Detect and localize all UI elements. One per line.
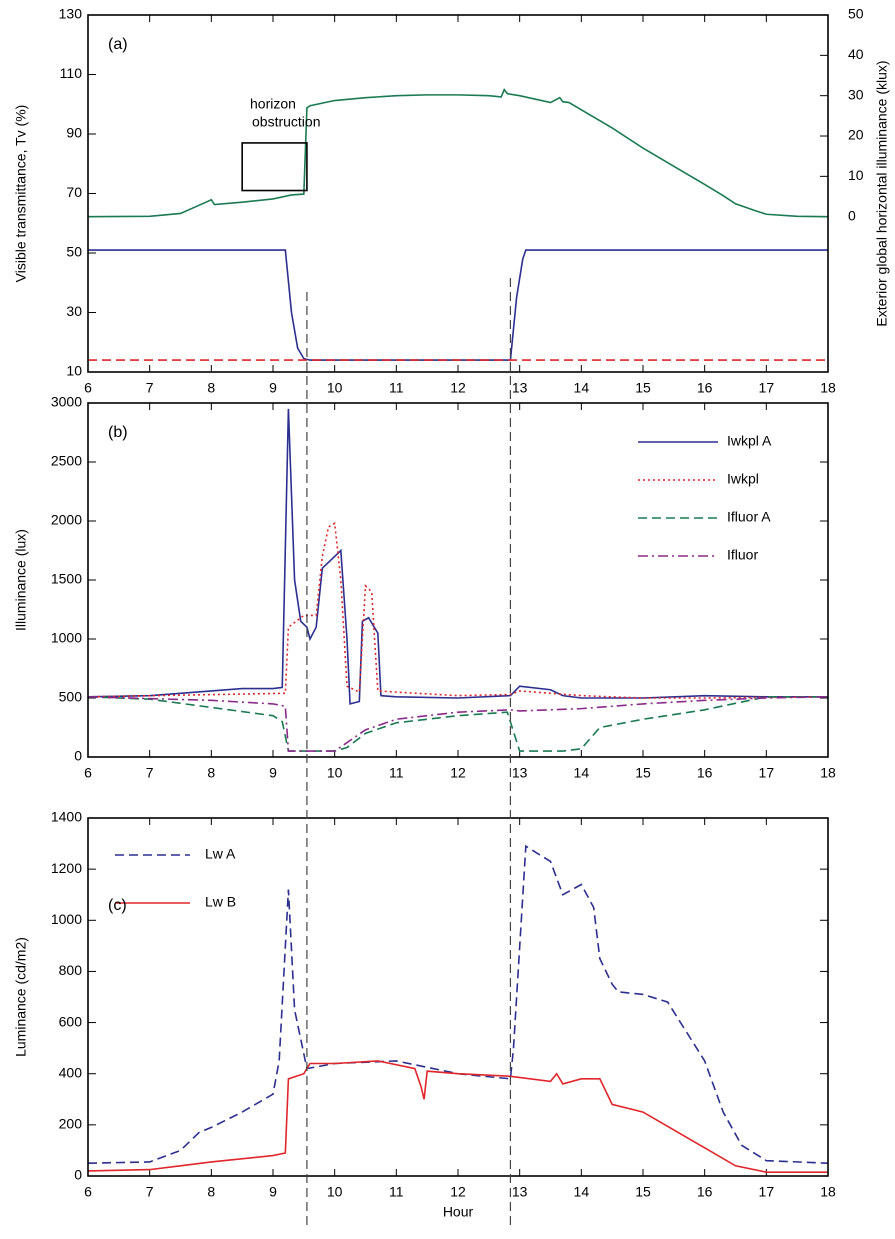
y-tick-label: 30	[66, 303, 82, 319]
x-tick-label: 7	[146, 765, 154, 781]
x-tick-label: 16	[697, 380, 713, 396]
y-tick-label: 1400	[51, 809, 82, 825]
y-tick-label: 50	[66, 244, 82, 260]
y-tick-label: 1000	[51, 911, 82, 927]
x-tick-label: 16	[697, 1184, 713, 1200]
panel-label: (a)	[108, 36, 128, 53]
x-tick-label: 10	[327, 380, 343, 396]
y-tick-label: 0	[74, 1167, 82, 1183]
x-tick-label: 13	[512, 765, 528, 781]
y2-tick-label: 50	[848, 6, 864, 22]
x-tick-label: 15	[635, 1184, 651, 1200]
y2-tick-label: 20	[848, 127, 864, 143]
y-tick-label: 90	[66, 125, 82, 141]
annotation-text: obstruction	[252, 114, 320, 130]
x-tick-label: 11	[389, 380, 404, 396]
x-tick-label: 9	[269, 765, 277, 781]
y-tick-label: 130	[59, 6, 83, 22]
y-tick-label: 1200	[51, 860, 82, 876]
legend-label: Lw A	[205, 846, 236, 862]
legend-label: Iwkpl A	[727, 433, 772, 449]
x-tick-label: 12	[450, 380, 466, 396]
data-line	[87, 696, 829, 752]
y-tick-label: 1000	[51, 630, 82, 646]
x-tick-label: 18	[820, 765, 836, 781]
x-tick-label: 6	[84, 1184, 92, 1200]
x-tick-label: 9	[269, 380, 277, 396]
y-tick-label: 400	[59, 1064, 83, 1080]
data-line	[87, 696, 828, 752]
x-tick-label: 8	[207, 1184, 215, 1200]
x-tick-label: 10	[327, 1184, 343, 1200]
y-tick-label: 600	[59, 1013, 83, 1029]
legend-label: Lw B	[205, 894, 236, 910]
y-tick-label: 0	[74, 748, 82, 764]
annotation-text: horizon	[250, 96, 296, 112]
y2-tick-label: 40	[848, 46, 864, 62]
panel-label: (b)	[108, 424, 128, 441]
legend-label: Iwkpl	[727, 471, 759, 487]
x-tick-label: 11	[389, 765, 404, 781]
x-tick-label: 17	[759, 380, 775, 396]
x-tick-label: 8	[207, 380, 215, 396]
y-tick-label: 500	[59, 689, 83, 705]
plot-frame	[87, 817, 829, 1177]
x-tick-label: 7	[146, 380, 154, 396]
x-tick-label: 14	[574, 765, 590, 781]
y-tick-label: 1500	[51, 571, 82, 587]
x-tick-label: 12	[450, 1184, 466, 1200]
y-axis-label: Illuminance (lux)	[13, 529, 29, 631]
y-tick-label: 2500	[51, 453, 82, 469]
y2-axis-label: Exterior global horizontal illuminance (…	[874, 60, 890, 326]
x-tick-label: 13	[512, 1184, 528, 1200]
y-tick-label: 10	[66, 363, 82, 379]
plot-frame	[87, 402, 829, 758]
y-tick-label: 3000	[51, 394, 82, 410]
data-line	[87, 844, 829, 1165]
x-tick-label: 18	[820, 1184, 836, 1200]
x-tick-label: 6	[84, 765, 92, 781]
y2-tick-label: 30	[848, 86, 864, 102]
annotation-box	[241, 142, 308, 192]
data-line	[87, 522, 829, 699]
y2-tick-label: 10	[848, 167, 864, 183]
x-tick-label: 15	[635, 765, 651, 781]
x-tick-label: 13	[512, 380, 528, 396]
y2-tick-label: 0	[848, 207, 856, 223]
x-tick-label: 14	[574, 380, 590, 396]
x-tick-label: 10	[327, 765, 343, 781]
y-tick-label: 70	[66, 184, 82, 200]
x-tick-label: 6	[84, 380, 92, 396]
panel-label: (c)	[108, 897, 127, 914]
x-tick-label: 17	[759, 1184, 775, 1200]
data-line	[88, 249, 828, 361]
legend-label: Ifluor	[727, 547, 758, 563]
x-tick-label: 15	[635, 380, 651, 396]
x-tick-label: 14	[574, 1184, 590, 1200]
plot-frame	[87, 14, 829, 373]
x-tick-label: 12	[450, 765, 466, 781]
x-tick-label: 17	[759, 765, 775, 781]
x-tick-label: 8	[207, 765, 215, 781]
data-line	[87, 1060, 828, 1173]
x-tick-label: 11	[389, 1184, 404, 1200]
y-tick-label: 200	[59, 1116, 83, 1132]
x-tick-label: 16	[697, 765, 713, 781]
x-axis-label: Hour	[443, 1204, 474, 1220]
legend-label: Ifluor A	[727, 509, 771, 525]
data-line	[87, 88, 829, 218]
x-tick-label: 7	[146, 1184, 154, 1200]
x-tick-label: 18	[820, 380, 836, 396]
x-tick-label: 9	[269, 1184, 277, 1200]
data-line	[87, 408, 828, 705]
y-axis-label: Luminance (cd/m2)	[13, 937, 29, 1057]
y-axis-label: Visible transmittance, Tv (%)	[13, 105, 29, 283]
y-tick-label: 110	[60, 65, 83, 81]
y-tick-label: 800	[59, 962, 83, 978]
y-tick-label: 2000	[51, 512, 82, 528]
